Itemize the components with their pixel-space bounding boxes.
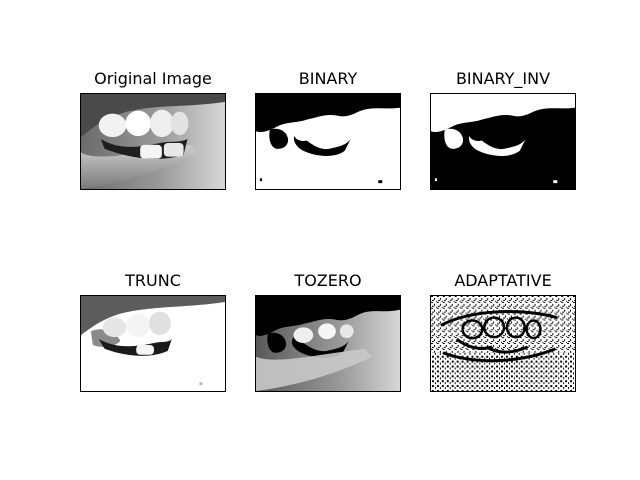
- image-tozero: [255, 295, 401, 392]
- image-binary-inv: [430, 93, 576, 190]
- panel-original: Original Image: [80, 70, 226, 191]
- image-trunc: [80, 295, 226, 392]
- panel-title-binary: BINARY: [298, 69, 358, 88]
- panel-binary: BINARY: [255, 70, 401, 191]
- panel-title-original: Original Image: [94, 69, 212, 88]
- panel-title-binary-inv: BINARY_INV: [455, 69, 551, 88]
- image-binary: [255, 93, 401, 190]
- panel-trunc: TRUNC: [80, 272, 226, 393]
- image-adaptive: [430, 295, 576, 392]
- panel-adaptive: ADAPTATIVE: [430, 272, 576, 393]
- panel-binary-inv: BINARY_INV: [430, 70, 576, 191]
- image-original: [80, 93, 226, 190]
- panel-title-trunc: TRUNC: [125, 271, 181, 290]
- panel-title-tozero: TOZERO: [294, 271, 362, 290]
- panel-tozero: TOZERO: [255, 272, 401, 393]
- panel-title-adaptive: ADAPTATIVE: [454, 271, 552, 290]
